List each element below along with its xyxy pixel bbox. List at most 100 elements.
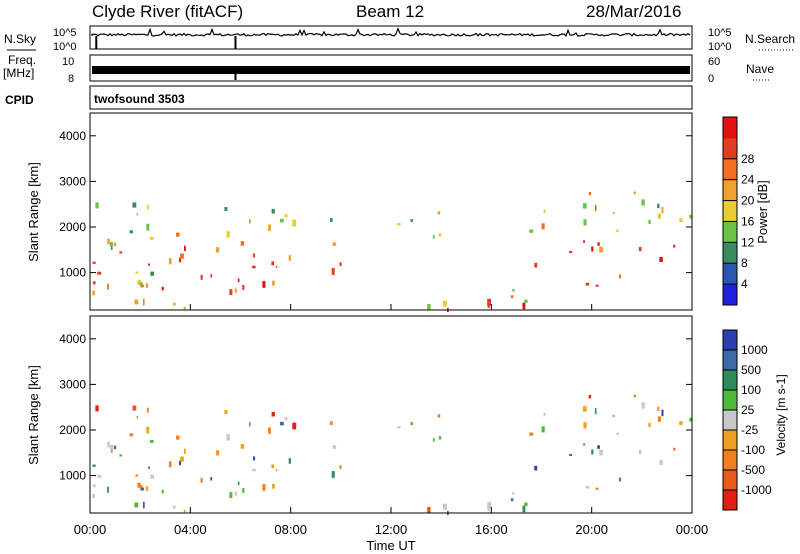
- velocity-cell: [229, 492, 233, 499]
- velocity-cell: [588, 395, 592, 399]
- power-ylabel: Slant Range [km]: [26, 162, 41, 262]
- power-cell: [272, 280, 275, 286]
- power-y-ticks: 1000 2000 3000 4000: [59, 129, 692, 280]
- velocity-cell: [107, 486, 109, 493]
- velocity-cell: [253, 456, 256, 461]
- velocity-cell: [271, 464, 275, 469]
- velocity-cell: [541, 426, 545, 433]
- freq-left-tick-bottom: 8: [68, 73, 74, 85]
- power-cell: [288, 255, 291, 261]
- power-cell: [633, 191, 636, 195]
- velocity-cell: [148, 466, 150, 469]
- colorbar-tick-label: -500: [741, 463, 765, 477]
- velocity-cell: [529, 432, 534, 436]
- x-tick-label: 20:00: [575, 522, 608, 537]
- power-cell: [137, 279, 141, 285]
- colorbar-swatch: [723, 470, 737, 491]
- power-cell: [271, 208, 275, 214]
- velocity-cell: [582, 406, 587, 412]
- power-cell: [599, 246, 603, 253]
- power-cell: [280, 218, 284, 223]
- colorbar-swatch: [723, 430, 737, 451]
- power-cell: [330, 218, 333, 223]
- power-cell: [541, 223, 545, 230]
- velocity-cell: [113, 445, 117, 450]
- colorbar-swatch: [723, 137, 737, 160]
- power-cell: [173, 302, 176, 306]
- velocity-cell: [512, 492, 515, 495]
- freq-right-tick-top: 60: [708, 56, 720, 68]
- velocity-cell: [92, 493, 95, 499]
- velocity-cell: [583, 443, 586, 446]
- velocity-cell: [173, 505, 176, 509]
- velocity-cell: [179, 460, 182, 466]
- velocity-cell: [280, 421, 284, 426]
- power-cell: [588, 192, 592, 196]
- power-cell: [582, 203, 587, 209]
- y-tick-label: 1000: [59, 469, 86, 483]
- velocity-cell: [288, 458, 291, 464]
- colorbar-swatch: [723, 242, 737, 264]
- power-cell: [95, 202, 99, 209]
- power-cell: [487, 298, 492, 306]
- velocity-cell: [136, 416, 138, 419]
- velocity-cell: [330, 421, 333, 426]
- colorbar-swatch: [723, 490, 737, 511]
- frequency-panel: Freq. [MHz] 10 8 60 0 Nave: [3, 53, 774, 85]
- colorbar-swatch: [723, 179, 737, 202]
- power-cell: [339, 262, 342, 266]
- power-cell: [143, 298, 145, 306]
- power-cell: [179, 257, 182, 263]
- velocity-cell: [619, 477, 622, 482]
- power-cell: [180, 253, 184, 259]
- velocity-cell: [271, 411, 275, 417]
- frequency-band: [92, 66, 690, 74]
- velocity-cell: [109, 444, 113, 450]
- velocity-cell: [331, 471, 335, 478]
- power-cell: [200, 274, 203, 280]
- velocity-cell: [284, 417, 288, 421]
- power-cell: [97, 271, 102, 275]
- velocity-cell: [146, 407, 149, 413]
- velocity-cell: [135, 474, 139, 477]
- power-cell: [438, 233, 442, 237]
- velocity-cell: [437, 414, 441, 418]
- colorbar-frame: [722, 116, 738, 306]
- power-cell: [148, 263, 150, 266]
- velocity-cell: [659, 459, 663, 465]
- colorbar-frame: [722, 329, 738, 511]
- freq-left-tick-top: 10: [62, 56, 74, 68]
- power-cell: [136, 213, 138, 216]
- velocity-panel: 1000 2000 3000 4000 Slant Range [km] 1000 50…: [26, 304, 788, 553]
- velocity-cell: [210, 477, 213, 481]
- velocity-cell: [242, 488, 245, 493]
- noise-right-tick-top: 10^5: [708, 27, 732, 39]
- power-cell: [510, 295, 514, 299]
- power-cell: [242, 285, 245, 290]
- velocity-cell: [252, 468, 256, 472]
- colorbar-tick-label: -1000: [741, 483, 772, 497]
- y-tick-label: 4000: [59, 129, 86, 143]
- cpid-value: twofsound 3503: [94, 92, 185, 106]
- power-cell: [673, 244, 676, 248]
- colorbar-swatch: [723, 221, 737, 243]
- power-cell: [240, 241, 245, 246]
- power-cell: [638, 246, 642, 252]
- power-heatmap: [92, 191, 693, 313]
- velocity-cell: [240, 444, 245, 449]
- velocity-cell: [591, 449, 594, 455]
- velocity-cell: [95, 405, 99, 412]
- colorbar-swatch: [723, 158, 737, 181]
- velocity-cell: [275, 469, 278, 472]
- velocity-cell: [638, 449, 642, 455]
- x-tick-label: 08:00: [274, 522, 307, 537]
- power-cell: [161, 286, 164, 291]
- freq-right-label: Nave: [746, 62, 774, 76]
- power-cell: [268, 224, 271, 231]
- colorbar-swatch: [723, 284, 737, 306]
- velocity-cell: [339, 465, 342, 469]
- velocity-cell: [583, 422, 587, 429]
- power-cell: [275, 266, 278, 269]
- power-cell: [92, 290, 95, 296]
- power-cell: [224, 207, 228, 211]
